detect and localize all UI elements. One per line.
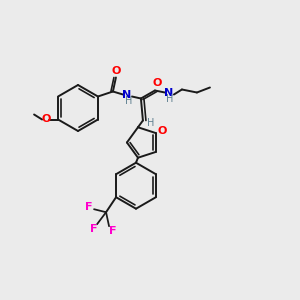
Text: H: H: [166, 94, 174, 104]
Text: O: O: [157, 126, 167, 136]
Text: O: O: [152, 77, 162, 88]
Text: F: F: [90, 224, 98, 234]
Text: F: F: [109, 226, 117, 236]
Text: N: N: [164, 88, 173, 98]
Text: H: H: [125, 97, 133, 106]
Text: O: O: [41, 115, 51, 124]
Text: F: F: [85, 202, 93, 212]
Text: N: N: [122, 89, 131, 100]
Text: O: O: [111, 67, 121, 76]
Text: H: H: [147, 118, 155, 128]
